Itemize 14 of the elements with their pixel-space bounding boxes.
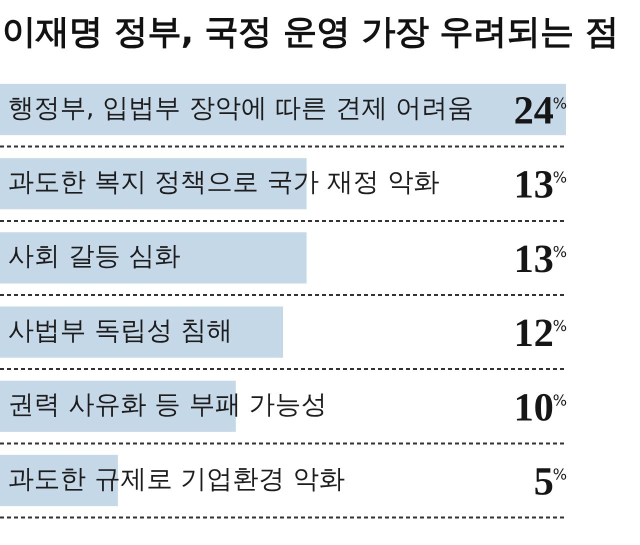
data-label: 12% xyxy=(514,310,568,356)
data-label: 24% xyxy=(514,88,568,132)
data-label: 13% xyxy=(514,162,568,207)
bar xyxy=(0,232,307,284)
y-tick-label: 사법부 독립성 침해 xyxy=(8,316,233,346)
y-tick-label: 행정부, 입법부 장악에 따른 견제 어려움 xyxy=(8,93,474,124)
data-label: 10% xyxy=(514,384,568,430)
y-tick-label: 과도한 복지 정책으로 국가 재정 악화 xyxy=(8,167,440,198)
y-tick-label: 과도한 규제로 기업환경 악화 xyxy=(8,464,345,494)
y-tick-label: 권력 사유화 등 부패 가능성 xyxy=(8,390,328,420)
chart-title: 이재명 정부, 국정 운영 가장 우려되는 점 xyxy=(2,12,618,53)
y-tick-label: 사회 갈등 심화 xyxy=(8,242,181,272)
data-label: 5% xyxy=(534,458,568,504)
data-label: 13% xyxy=(514,236,568,281)
